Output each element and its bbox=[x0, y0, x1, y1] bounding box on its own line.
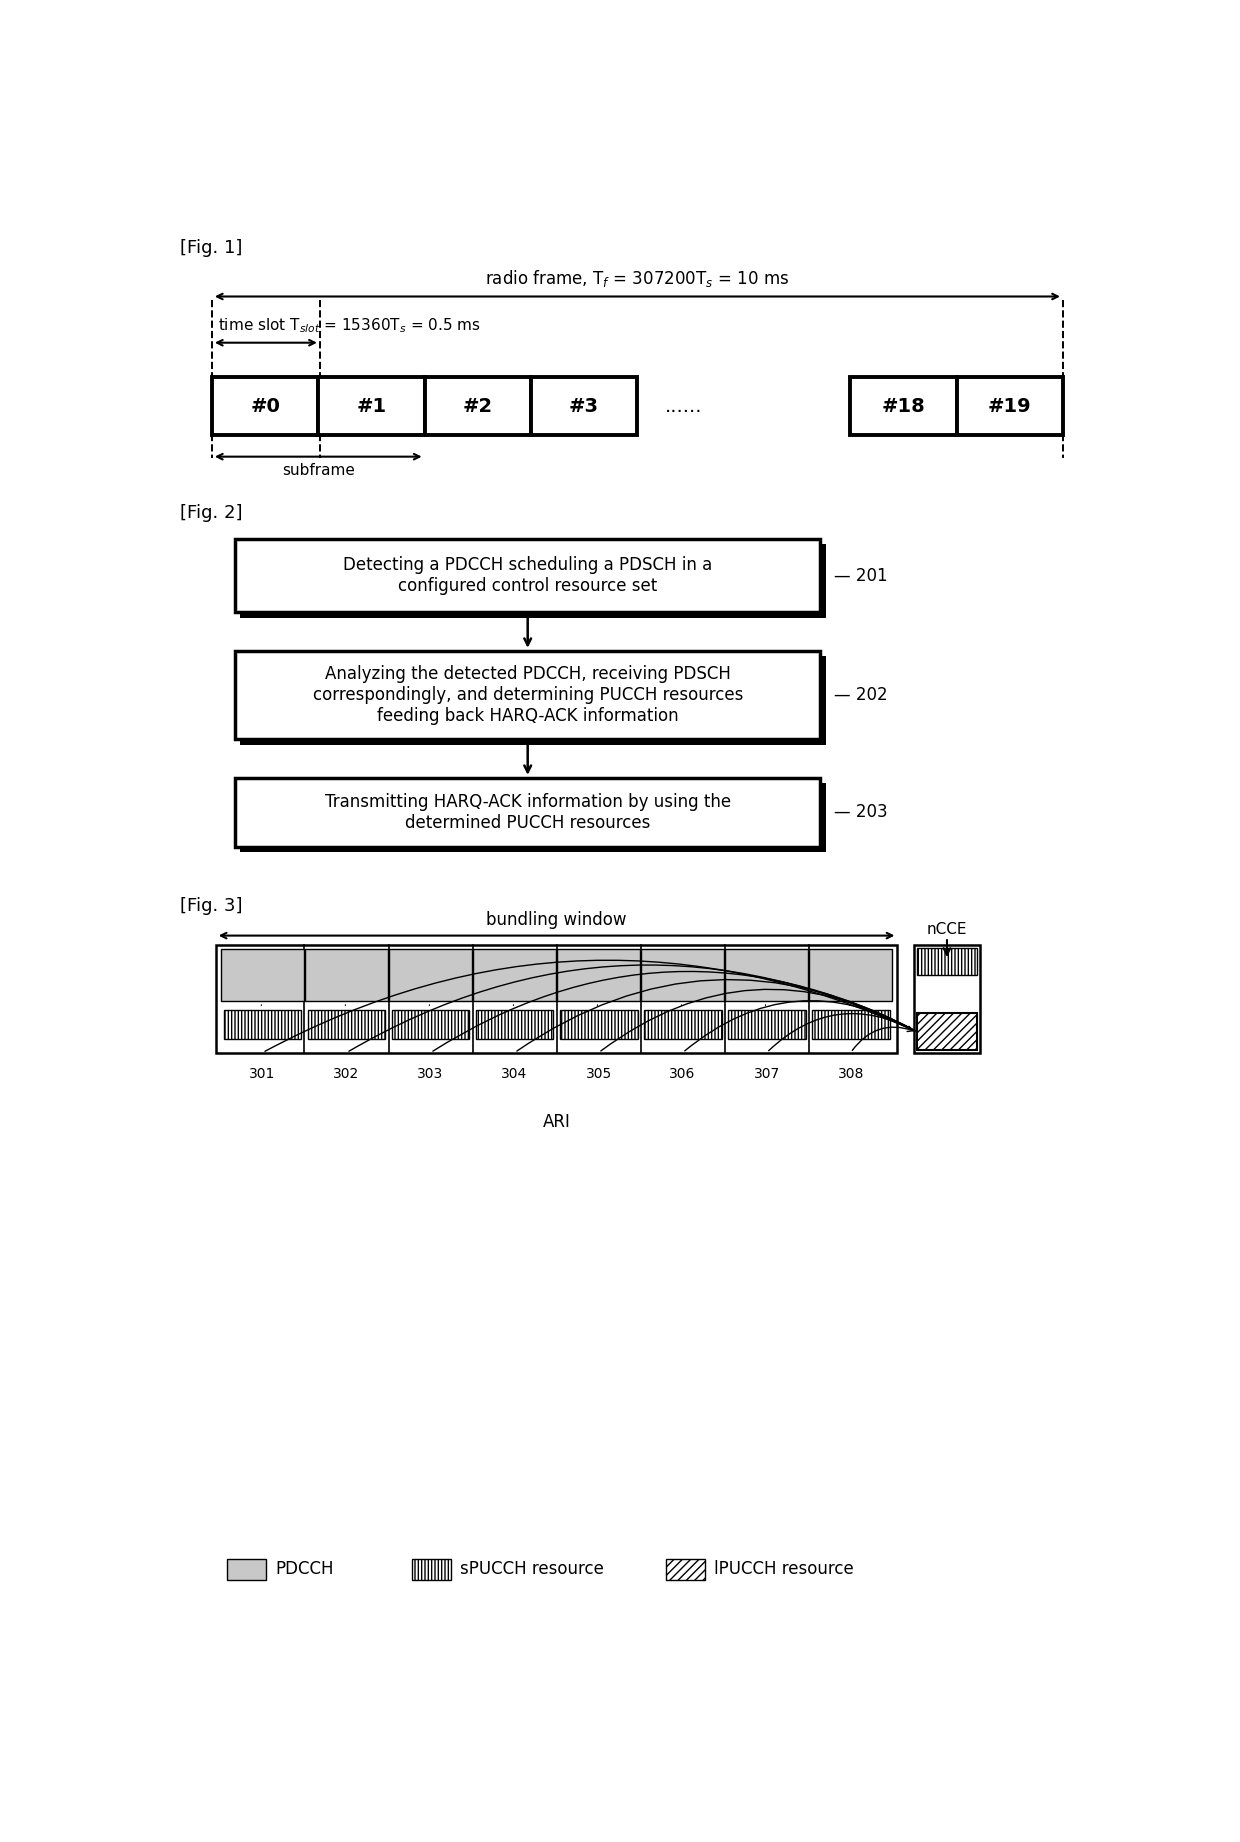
Text: 303: 303 bbox=[418, 1067, 444, 1081]
Text: subframe: subframe bbox=[281, 462, 355, 477]
Text: Transmitting HARQ-ACK information by using the
determined PUCCH resources: Transmitting HARQ-ACK information by usi… bbox=[325, 794, 730, 833]
FancyArrowPatch shape bbox=[517, 980, 915, 1052]
Text: ......: ...... bbox=[665, 396, 702, 416]
Text: #18: #18 bbox=[882, 396, 925, 416]
Text: sPUCCH resource: sPUCCH resource bbox=[460, 1560, 604, 1579]
Bar bbox=[812, 1009, 889, 1039]
Bar bbox=[236, 777, 821, 847]
Bar bbox=[725, 949, 808, 1000]
FancyArrowPatch shape bbox=[852, 1026, 913, 1050]
Bar bbox=[236, 650, 821, 739]
Text: — 202: — 202 bbox=[835, 685, 888, 704]
Text: lPUCCH resource: lPUCCH resource bbox=[714, 1560, 854, 1579]
Bar bbox=[389, 949, 471, 1000]
Bar bbox=[728, 1009, 806, 1039]
Bar bbox=[308, 1009, 386, 1039]
FancyArrowPatch shape bbox=[348, 965, 915, 1052]
Text: Detecting a PDCCH scheduling a PDSCH in a
configured control resource set: Detecting a PDCCH scheduling a PDSCH in … bbox=[343, 556, 712, 595]
FancyArrowPatch shape bbox=[684, 1000, 915, 1052]
Bar bbox=[392, 1009, 470, 1039]
Text: bundling window: bundling window bbox=[486, 912, 627, 930]
Bar bbox=[241, 656, 826, 744]
FancyArrowPatch shape bbox=[769, 1013, 915, 1050]
Text: time slot T$_{slot}$ = 15360T$_s$ = 0.5 ms: time slot T$_{slot}$ = 15360T$_s$ = 0.5 … bbox=[218, 317, 481, 335]
Bar bbox=[559, 1009, 637, 1039]
Bar bbox=[918, 949, 977, 974]
Bar bbox=[918, 1013, 977, 1050]
Text: #19: #19 bbox=[988, 396, 1032, 416]
Bar bbox=[810, 949, 892, 1000]
FancyArrowPatch shape bbox=[433, 971, 915, 1052]
Bar bbox=[227, 1558, 265, 1580]
Bar bbox=[956, 378, 1063, 435]
Bar bbox=[666, 1558, 704, 1580]
FancyArrowPatch shape bbox=[265, 960, 915, 1052]
Text: [Fig. 3]: [Fig. 3] bbox=[180, 897, 242, 915]
Bar bbox=[319, 378, 424, 435]
Text: 308: 308 bbox=[837, 1067, 864, 1081]
Bar bbox=[241, 783, 826, 853]
Text: 302: 302 bbox=[334, 1067, 360, 1081]
FancyArrowPatch shape bbox=[601, 989, 915, 1052]
Text: — 203: — 203 bbox=[835, 803, 888, 822]
Text: 301: 301 bbox=[249, 1067, 275, 1081]
Text: 306: 306 bbox=[670, 1067, 696, 1081]
Text: nCCE: nCCE bbox=[926, 923, 967, 938]
Text: #3: #3 bbox=[569, 396, 599, 416]
Text: #1: #1 bbox=[356, 396, 387, 416]
Bar bbox=[914, 945, 980, 1052]
Text: PDCCH: PDCCH bbox=[275, 1560, 334, 1579]
Text: 304: 304 bbox=[501, 1067, 528, 1081]
Bar bbox=[424, 378, 531, 435]
Bar bbox=[241, 545, 826, 617]
Text: radio frame, T$_f$ = 307200T$_s$ = 10 ms: radio frame, T$_f$ = 307200T$_s$ = 10 ms bbox=[485, 267, 790, 289]
Bar bbox=[476, 1009, 553, 1039]
Bar bbox=[557, 949, 640, 1000]
Text: #2: #2 bbox=[463, 396, 492, 416]
Text: ARI: ARI bbox=[543, 1113, 570, 1131]
Text: [Fig. 2]: [Fig. 2] bbox=[180, 505, 242, 523]
Text: 305: 305 bbox=[585, 1067, 611, 1081]
Bar bbox=[474, 949, 556, 1000]
Bar bbox=[851, 378, 956, 435]
Text: 307: 307 bbox=[754, 1067, 780, 1081]
Bar bbox=[644, 1009, 722, 1039]
Bar bbox=[236, 540, 821, 612]
Bar bbox=[641, 949, 724, 1000]
Text: [Fig. 1]: [Fig. 1] bbox=[180, 239, 242, 256]
Bar bbox=[531, 378, 637, 435]
Bar bbox=[305, 949, 388, 1000]
Bar bbox=[216, 945, 898, 1052]
Text: Analyzing the detected PDCCH, receiving PDSCH
correspondingly, and determining P: Analyzing the detected PDCCH, receiving … bbox=[312, 665, 743, 724]
Bar bbox=[223, 1009, 301, 1039]
Text: #0: #0 bbox=[250, 396, 280, 416]
Bar bbox=[212, 378, 319, 435]
Bar bbox=[412, 1558, 450, 1580]
Bar bbox=[221, 949, 304, 1000]
Text: — 201: — 201 bbox=[835, 567, 888, 584]
